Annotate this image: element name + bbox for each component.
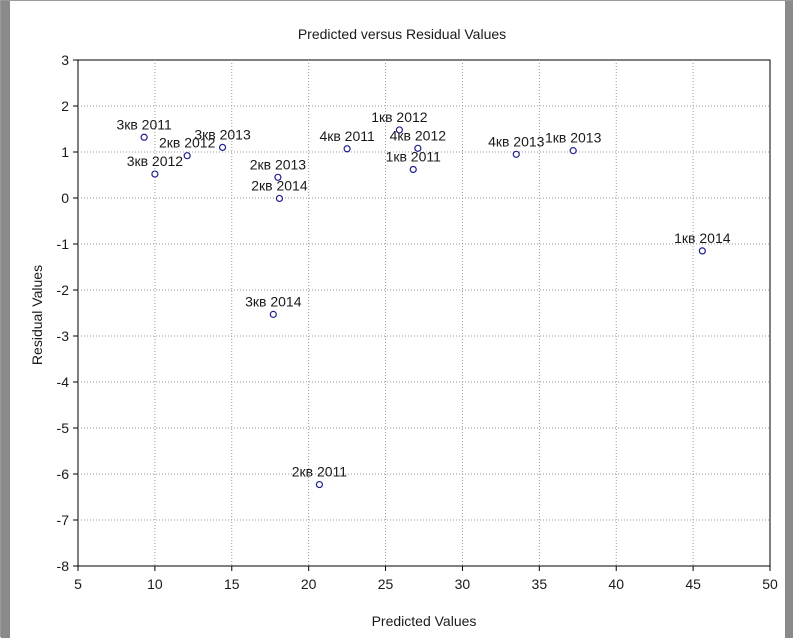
plot-area [77,59,771,567]
point-label: 4кв 2012 [390,127,447,143]
data-point [512,150,520,158]
data-point [569,147,577,155]
point-label: 2кв 2012 [159,135,216,151]
x-tick-label: 40 [608,576,624,592]
data-point [140,133,148,141]
y-axis-label: Residual Values [29,265,45,365]
data-point [151,170,159,178]
scatter-chart: Predicted versus Residual Values Predict… [29,26,778,629]
data-points: 3кв 2011 2кв 2012 3кв 2012 3кв 2013 2кв 2013… [116,109,731,489]
y-tick-label: -8 [57,558,70,574]
data-point [409,165,417,174]
x-tick-label: 35 [532,576,548,592]
point-label: 2кв 2011 [292,464,348,480]
y-tick-label: 2 [61,98,69,114]
chart-title: Predicted versus Residual Values [298,26,506,42]
x-axis-label: Predicted Values [372,613,477,629]
point-label: 3кв 2012 [127,153,184,169]
data-point [269,310,277,318]
left-frame-bar [1,1,10,638]
y-tick-label: -5 [57,420,70,436]
point-label: 3кв 2013 [194,126,251,142]
point-label: 1кв 2011 [386,148,442,164]
x-tick-label: 20 [301,576,317,592]
data-point [343,145,351,153]
point-label: 3кв 2011 [116,116,172,132]
data-point [275,194,284,203]
point-label: 3кв 2014 [245,293,302,309]
data-point [395,126,403,134]
y-tick-label: -4 [57,374,70,390]
y-tick-label: 3 [61,52,69,68]
x-tick-label: 25 [378,576,394,592]
point-label: 1кв 2012 [371,109,428,125]
data-point [698,247,706,255]
y-tick-label: 0 [61,190,69,206]
grid-lines [78,60,770,566]
x-tick-label: 30 [455,576,471,592]
x-tick-label: 45 [685,576,701,592]
y-tick-label: -6 [57,466,70,482]
x-tick-label: 10 [147,576,163,592]
x-tick-label: 15 [224,576,240,592]
point-label: 2кв 2013 [250,156,307,172]
y-tick-label: -2 [57,282,70,298]
data-point [218,143,227,151]
point-label: 1кв 2014 [674,230,731,246]
y-tick-label: -7 [57,512,70,528]
x-tick-label: 5 [74,576,82,592]
point-label: 4кв 2011 [319,128,375,144]
chart-panel: Predicted versus Residual Values Predict… [10,1,785,638]
y-tick-label: -3 [57,328,70,344]
y-tick-label: 1 [61,144,69,160]
data-point [274,173,282,181]
point-label: 4кв 2013 [488,133,545,149]
data-point [315,480,324,489]
point-label: 1кв 2013 [545,130,602,146]
x-tick-label: 50 [762,576,778,592]
data-point [183,152,191,160]
right-frame-bar [785,1,793,638]
point-label: 2кв 2014 [251,177,308,193]
data-point [414,144,422,152]
y-tick-label: -1 [57,236,70,252]
